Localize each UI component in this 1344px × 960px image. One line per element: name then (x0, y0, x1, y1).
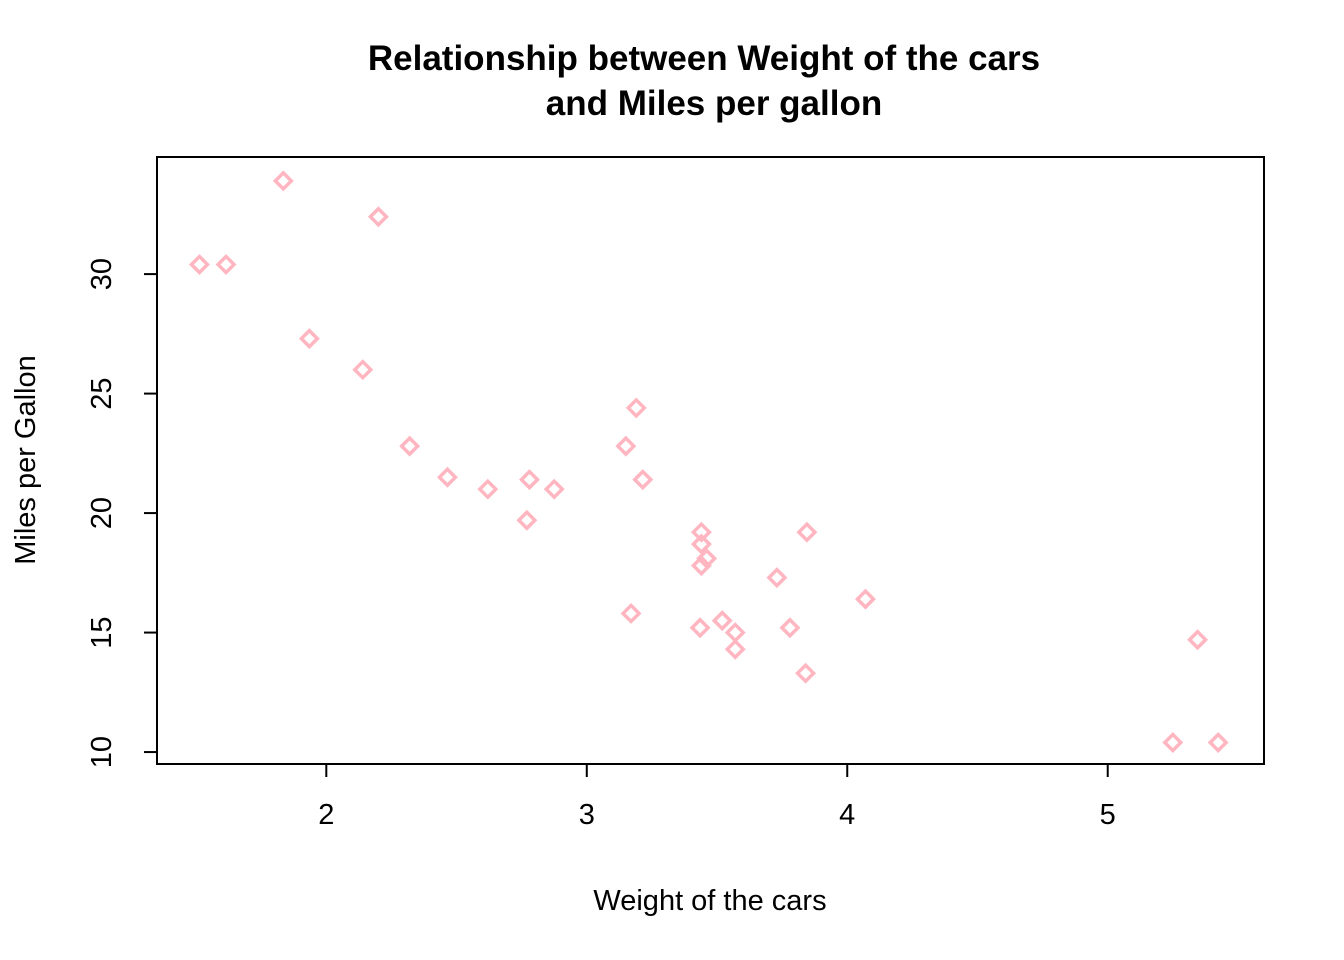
chart-title-line-1: Relationship between Weight of the cars (368, 39, 1040, 78)
data-point (518, 469, 540, 491)
data-point (477, 478, 499, 500)
x-tick-label: 5 (1100, 799, 1116, 831)
data-point (766, 567, 788, 589)
data-point (215, 254, 237, 276)
data-point (367, 206, 389, 228)
data-point (436, 466, 458, 488)
data-point (1187, 629, 1209, 651)
data-points (188, 170, 1229, 753)
data-point (516, 509, 538, 531)
x-tick-label: 2 (318, 799, 334, 831)
data-point (690, 521, 712, 543)
data-point (615, 435, 637, 457)
data-point (724, 622, 746, 644)
x-tick-label: 4 (839, 799, 855, 831)
chart-title-line-2: and Miles per gallon (546, 84, 882, 123)
y-tick-label: 20 (86, 497, 118, 529)
data-point (620, 602, 642, 624)
data-point (188, 254, 210, 276)
x-axis: 2 3 4 5 (318, 763, 1116, 831)
data-point (632, 469, 654, 491)
data-point (1162, 732, 1184, 753)
y-tick-label: 30 (86, 258, 118, 290)
data-point (543, 478, 565, 500)
x-tick-label: 3 (579, 799, 595, 831)
y-tick-label: 15 (86, 616, 118, 648)
data-point (855, 588, 876, 610)
y-axis-label: Miles per Gallon (10, 355, 42, 565)
data-point (690, 555, 712, 577)
y-axis: 10 15 20 25 30 (86, 258, 158, 768)
data-point (796, 521, 818, 543)
x-axis-label: Weight of the cars (593, 885, 826, 917)
data-point (724, 638, 746, 660)
data-point (711, 610, 733, 632)
data-point (298, 328, 320, 350)
data-point (689, 617, 711, 639)
data-point (690, 533, 712, 555)
data-point (352, 359, 374, 381)
data-point (272, 170, 294, 192)
data-point (795, 662, 817, 684)
plot-frame (156, 156, 1265, 765)
data-point (625, 397, 647, 419)
data-point (1207, 732, 1229, 753)
y-tick-label: 25 (86, 377, 118, 409)
data-point (779, 617, 801, 639)
y-tick-label: 10 (86, 736, 118, 768)
data-point (399, 435, 421, 457)
